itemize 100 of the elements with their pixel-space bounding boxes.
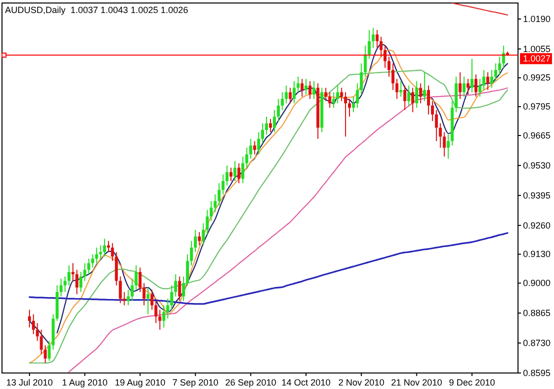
candlestick <box>107 240 110 253</box>
candlestick <box>79 272 82 292</box>
candlestick <box>427 85 430 115</box>
candlestick <box>308 80 312 100</box>
candlestick <box>178 276 182 302</box>
candlestick <box>118 276 122 304</box>
candlestick <box>71 262 74 282</box>
candlestick <box>272 109 276 133</box>
candlestick <box>110 242 114 262</box>
y-tick-label: 0.9665 <box>523 130 551 140</box>
candlestick <box>304 78 308 95</box>
y-tick-label: 0.9260 <box>523 220 551 230</box>
candlestick <box>380 36 383 58</box>
candlestick <box>257 132 260 155</box>
x-tick-label: 26 Sep 2010 <box>225 377 276 388</box>
candlestick <box>312 80 316 100</box>
candlestick <box>498 56 502 75</box>
candlestick <box>222 174 225 195</box>
candlestick <box>83 262 86 282</box>
candlestick <box>67 264 70 286</box>
candlestick <box>288 87 292 104</box>
candlestick <box>198 232 201 246</box>
candlestick <box>138 267 142 292</box>
x-tick-label: 13 Jul 2010 <box>6 377 53 388</box>
candlestick <box>399 80 402 98</box>
chart-title: AUDUSD,Daily 1.0037 1.0043 1.0025 1.0026 <box>5 5 188 15</box>
candlestick <box>91 254 94 268</box>
candlestick <box>388 56 390 78</box>
candlestick <box>296 76 300 93</box>
candlestick <box>218 182 221 206</box>
candlestick <box>486 72 490 91</box>
line-series <box>28 232 508 305</box>
x-tick-label: 2 Nov 2010 <box>338 377 384 388</box>
candlestick <box>494 62 498 82</box>
candlestick <box>478 78 482 98</box>
candlestick <box>292 80 296 104</box>
candlestick <box>146 287 150 315</box>
x-tick-label: 21 Nov 2010 <box>391 377 442 388</box>
candlestick <box>356 82 359 108</box>
candlestick <box>348 98 351 118</box>
candlestick <box>44 344 47 364</box>
candlestick <box>340 87 344 102</box>
y-tick-label: 0.9530 <box>523 160 551 170</box>
y-tick-label: 0.8730 <box>523 338 551 348</box>
candlestick <box>395 78 398 100</box>
candlestick <box>276 98 280 122</box>
candlestick <box>261 122 264 144</box>
candlestick <box>300 78 304 98</box>
y-tick-label: 0.9925 <box>523 72 551 83</box>
y-tick-label: 0.9000 <box>523 278 551 288</box>
candlestick <box>28 309 31 328</box>
candlestick <box>60 278 63 297</box>
candlestick <box>134 264 138 290</box>
candlestick <box>482 70 486 91</box>
x-tick-label: 1 Aug 2010 <box>62 377 108 388</box>
candlestick <box>284 85 288 104</box>
candlestick <box>490 70 494 88</box>
candlestick <box>502 45 506 68</box>
line-series <box>68 87 508 372</box>
candlestick <box>474 74 478 98</box>
ref-line-label: 1.0027 <box>523 54 551 64</box>
candlestick <box>376 30 379 48</box>
candlestick <box>458 72 462 100</box>
candlestick <box>265 116 268 135</box>
x-tick-label: 9 Dec 2010 <box>448 377 495 388</box>
x-tick-label: 14 Oct 2010 <box>282 377 331 388</box>
candlestick <box>470 58 474 93</box>
candlestick <box>415 80 418 108</box>
candlestick <box>64 276 67 292</box>
candlestick <box>237 162 240 184</box>
candlestick <box>36 322 39 342</box>
candlestick <box>344 92 348 138</box>
candlestick <box>229 167 232 182</box>
candlestick <box>95 247 98 264</box>
candlestick <box>154 300 158 324</box>
candlestick <box>268 118 272 133</box>
candlestick <box>182 276 186 302</box>
candlestick <box>462 76 466 98</box>
candlestick <box>352 96 355 113</box>
candlestick <box>32 314 35 335</box>
candlestick <box>403 85 406 110</box>
candlestick <box>190 240 193 266</box>
line-series <box>452 3 508 16</box>
candlestick <box>142 282 146 306</box>
candlestick <box>174 274 178 297</box>
candlestick <box>202 222 205 246</box>
candlestick <box>158 309 162 330</box>
candlestick <box>332 92 336 108</box>
candlestick <box>150 289 154 310</box>
y-tick-label: 0.8865 <box>523 308 551 318</box>
y-tick-label: 1.0190 <box>523 14 551 24</box>
candlestick <box>233 160 236 182</box>
candlestick <box>253 140 256 155</box>
y-tick-label: 1.0055 <box>523 44 551 54</box>
y-tick-label: 0.9395 <box>523 190 551 200</box>
candlestick <box>280 92 284 110</box>
candlestick <box>430 100 434 122</box>
candlestick <box>48 340 51 362</box>
candlestick <box>434 109 438 142</box>
candlestick <box>336 85 340 104</box>
